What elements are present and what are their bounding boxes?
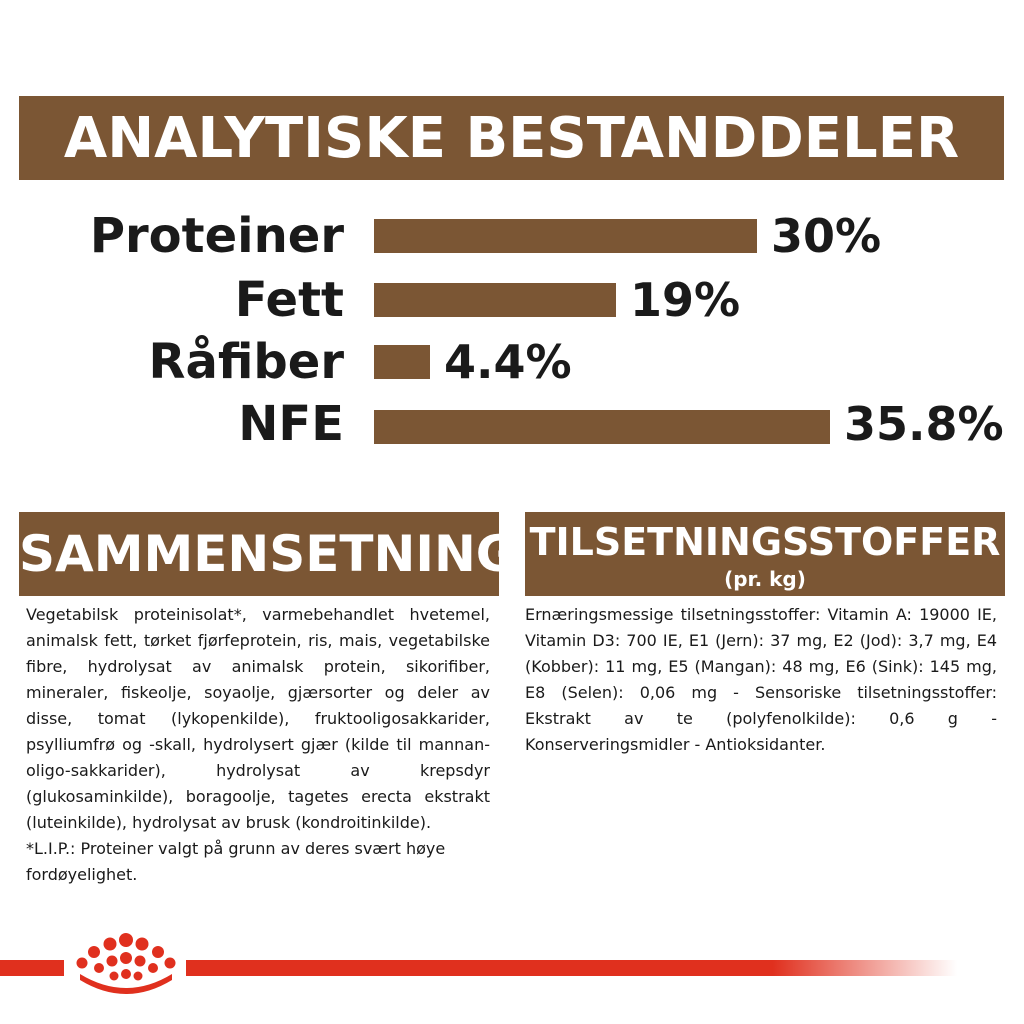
nutrient-label: Fett bbox=[234, 272, 344, 328]
composition-header: SAMMENSETNING bbox=[19, 512, 517, 596]
nutrient-row-rafiber: Råfiber 4.4% bbox=[0, 332, 1024, 392]
additives-text-block: Ernæringsmessige tilsetningsstoffer: Vit… bbox=[525, 602, 997, 758]
nutrient-value: 35.8% bbox=[844, 397, 1004, 451]
nutrient-value: 30% bbox=[771, 209, 882, 263]
nutrient-row-proteiner: Proteiner 30% bbox=[0, 206, 1024, 266]
nutrient-label: Råfiber bbox=[148, 334, 344, 390]
composition-footnote: *L.I.P.: Proteiner valgt på grunn av der… bbox=[26, 839, 446, 884]
header-banner: ANALYTISKE BESTANDDELER bbox=[19, 96, 1004, 180]
additives-header: TILSETNINGSSTOFFER (pr. kg) bbox=[525, 512, 1005, 596]
nutrient-bar bbox=[374, 345, 430, 379]
page-title: ANALYTISKE BESTANDDELER bbox=[63, 105, 960, 171]
nutrient-bar bbox=[374, 219, 757, 253]
nutrient-bar bbox=[374, 410, 830, 444]
composition-title: SAMMENSETNING bbox=[19, 525, 517, 583]
composition-text-block: Vegetabilsk proteinisolat*, varmebehandl… bbox=[26, 602, 490, 888]
nutrient-row-nfe: NFE 35.8% bbox=[0, 394, 1024, 454]
additives-title: TILSETNINGSSTOFFER bbox=[529, 520, 1001, 564]
additives-subtitle: (pr. kg) bbox=[724, 567, 806, 591]
stripe-right bbox=[186, 960, 1024, 976]
nutrient-label: Proteiner bbox=[89, 208, 344, 264]
nutrient-row-fett: Fett 19% bbox=[0, 270, 1024, 330]
nutrient-label: NFE bbox=[238, 396, 344, 452]
composition-ingredients: Vegetabilsk proteinisolat*, varmebehandl… bbox=[26, 605, 490, 832]
nutrient-bar bbox=[374, 283, 616, 317]
stripe-left bbox=[0, 960, 64, 976]
royal-canin-crown-icon bbox=[76, 933, 176, 994]
additives-list: Ernæringsmessige tilsetningsstoffer: Vit… bbox=[525, 605, 997, 754]
footer-stripe bbox=[0, 960, 1024, 976]
nutrient-value: 19% bbox=[630, 273, 741, 327]
nutrient-value: 4.4% bbox=[444, 335, 572, 389]
